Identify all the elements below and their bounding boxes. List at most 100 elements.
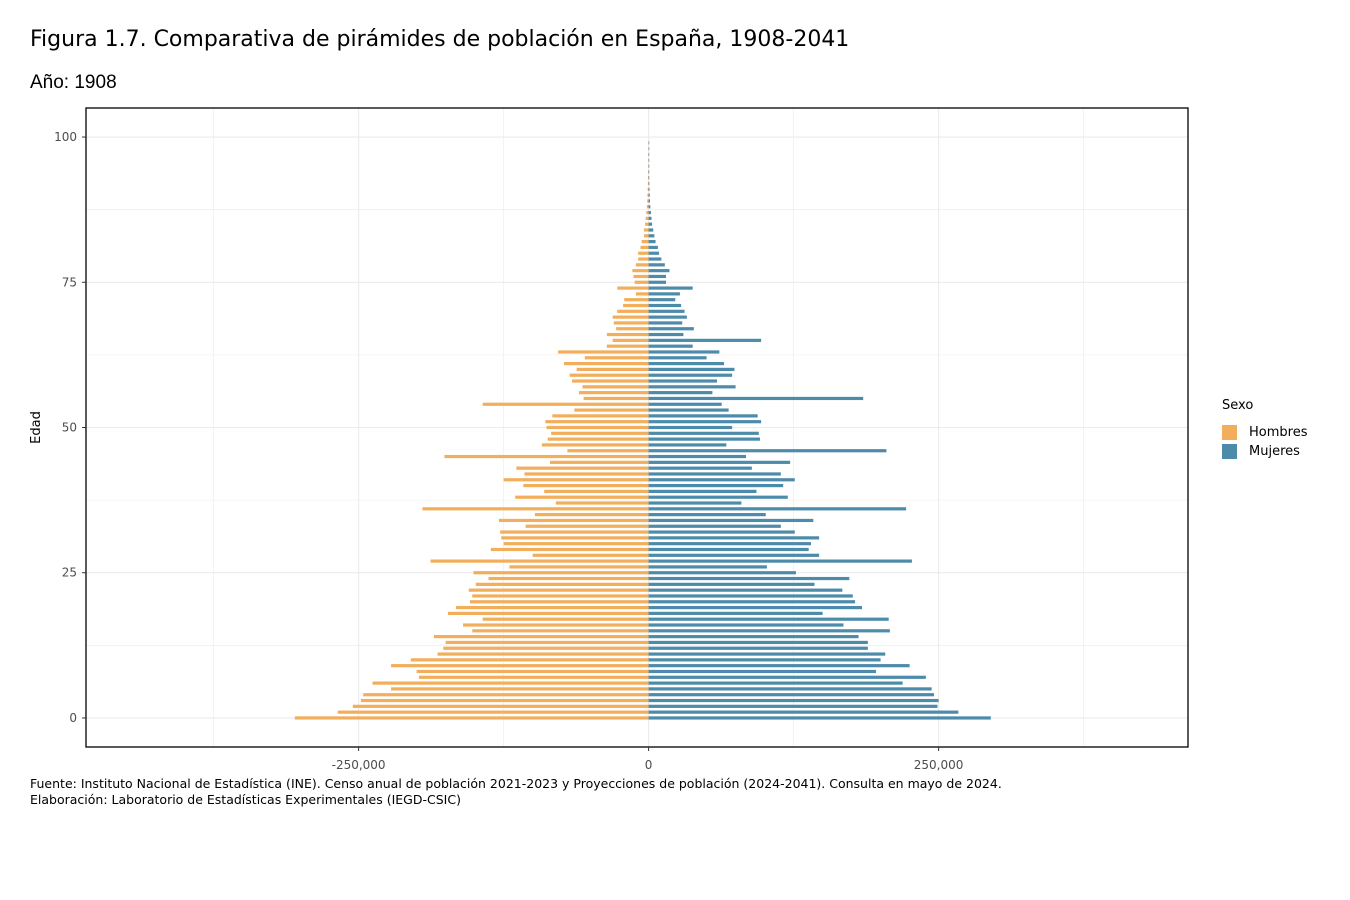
bar-mujeres-age-0 (648, 716, 991, 720)
legend-swatch-hombres (1222, 425, 1237, 440)
bar-hombres-age-72 (624, 298, 649, 302)
bar-hombres-age-73 (635, 292, 649, 296)
bar-mujeres-age-30 (648, 542, 811, 546)
bar-hombres-age-89 (647, 199, 649, 203)
bar-mujeres-age-77 (648, 269, 670, 273)
bar-hombres-age-68 (613, 321, 649, 325)
bar-hombres-age-60 (576, 367, 649, 372)
bar-hombres-age-77 (632, 269, 649, 273)
bar-mujeres-age-23 (648, 582, 815, 586)
bar-mujeres-age-1 (648, 710, 959, 714)
bar-hombres-age-84 (643, 228, 649, 232)
bar-mujeres-age-59 (648, 373, 733, 377)
bar-mujeres-age-82 (648, 240, 656, 244)
bar-hombres-age-36 (422, 507, 649, 511)
bar-hombres-age-92 (647, 181, 649, 186)
bar-hombres-age-22 (468, 588, 649, 592)
bar-mujeres-age-26 (648, 565, 767, 569)
bar-mujeres-age-35 (648, 513, 766, 517)
x-tick-label: -250,000 (332, 758, 386, 772)
bar-mujeres-age-60 (648, 367, 735, 372)
bar-mujeres-age-13 (648, 640, 868, 645)
axis-ticks: -250,000 0 250,000 0 25 50 75 100 (54, 130, 963, 772)
bar-hombres-age-39 (544, 489, 649, 493)
bar-mujeres-age-95 (648, 164, 650, 168)
bar-mujeres-age-48 (648, 437, 760, 441)
legend-item-mujeres: Mujeres (1222, 442, 1307, 461)
chart-title: Figura 1.7. Comparativa de pirámides de … (30, 27, 850, 52)
bar-mujeres-age-63 (648, 350, 720, 354)
bar-hombres-age-91 (647, 187, 649, 191)
bar-mujeres-age-72 (648, 298, 676, 302)
bar-hombres-age-87 (646, 210, 649, 215)
bar-hombres-age-65 (612, 338, 649, 342)
caption: Fuente: Instituto Nacional de Estadístic… (30, 776, 1002, 808)
bar-hombres-age-58 (572, 379, 649, 383)
bar-mujeres-age-84 (648, 228, 654, 232)
bar-hombres-age-45 (444, 454, 649, 459)
bar-hombres-age-62 (584, 356, 649, 360)
bar-mujeres-age-51 (648, 420, 762, 424)
bar-mujeres-age-50 (648, 425, 733, 430)
bar-hombres-age-13 (445, 640, 649, 645)
bar-hombres-age-95 (648, 164, 649, 168)
y-tick-label: 25 (62, 566, 77, 580)
bar-mujeres-age-68 (648, 321, 683, 325)
bar-hombres-age-54 (482, 402, 649, 406)
bar-mujeres-age-21 (648, 594, 853, 598)
bar-mujeres-age-98 (648, 147, 650, 151)
bar-hombres-age-29 (490, 547, 649, 552)
bar-mujeres-age-74 (648, 286, 693, 290)
bar-mujeres-age-17 (648, 617, 889, 621)
bar-mujeres-age-5 (648, 687, 932, 691)
legend-label-mujeres: Mujeres (1249, 444, 1300, 459)
bar-mujeres-age-99 (648, 141, 650, 145)
bar-hombres-age-10 (410, 658, 649, 662)
bar-mujeres-age-27 (648, 559, 912, 563)
bar-hombres-age-59 (569, 373, 649, 377)
bar-hombres-age-71 (623, 303, 649, 308)
bar-hombres-age-24 (488, 576, 649, 581)
bar-mujeres-age-45 (648, 454, 747, 459)
bar-hombres-age-15 (472, 629, 649, 633)
y-axis-label: Edad (29, 411, 44, 444)
bar-mujeres-age-18 (648, 611, 823, 615)
bar-mujeres-age-62 (648, 356, 707, 360)
bar-mujeres-age-37 (648, 501, 742, 505)
bar-hombres-age-25 (473, 571, 649, 575)
bar-hombres-age-0 (294, 716, 649, 720)
bar-hombres-age-82 (641, 240, 649, 244)
y-tick-label: 0 (69, 711, 77, 725)
bar-mujeres-age-29 (648, 547, 809, 552)
bar-hombres-age-16 (463, 623, 649, 627)
bar-mujeres-age-71 (648, 303, 682, 308)
legend-swatch-mujeres (1222, 444, 1237, 459)
bar-hombres-age-75 (634, 280, 649, 284)
bar-mujeres-age-91 (648, 187, 650, 191)
bar-mujeres-age-41 (648, 478, 795, 482)
bar-mujeres-age-70 (648, 309, 685, 313)
bar-hombres-age-28 (532, 553, 649, 557)
bar-hombres-age-6 (372, 681, 649, 685)
bar-mujeres-age-79 (648, 257, 662, 261)
bar-hombres-age-43 (516, 466, 649, 470)
bar-hombres-age-50 (546, 425, 649, 430)
bar-mujeres-age-64 (648, 344, 693, 348)
bar-hombres-age-70 (617, 309, 649, 313)
bar-hombres-age-90 (647, 193, 649, 197)
bar-hombres-age-35 (534, 513, 649, 517)
bar-mujeres-age-83 (648, 234, 655, 238)
bar-hombres-age-61 (563, 362, 649, 366)
bar-hombres-age-26 (509, 565, 649, 569)
bar-mujeres-age-20 (648, 600, 856, 604)
bar-mujeres-age-19 (648, 605, 863, 610)
bar-hombres-age-76 (633, 274, 649, 279)
bar-hombres-age-83 (643, 234, 649, 238)
bar-hombres-age-1 (337, 710, 649, 714)
bar-hombres-age-33 (525, 524, 649, 528)
bar-mujeres-age-92 (648, 181, 650, 186)
caption-source: Fuente: Instituto Nacional de Estadístic… (30, 776, 1002, 791)
bar-mujeres-age-22 (648, 588, 843, 592)
bar-mujeres-age-73 (648, 292, 680, 296)
bar-mujeres-age-6 (648, 681, 903, 685)
